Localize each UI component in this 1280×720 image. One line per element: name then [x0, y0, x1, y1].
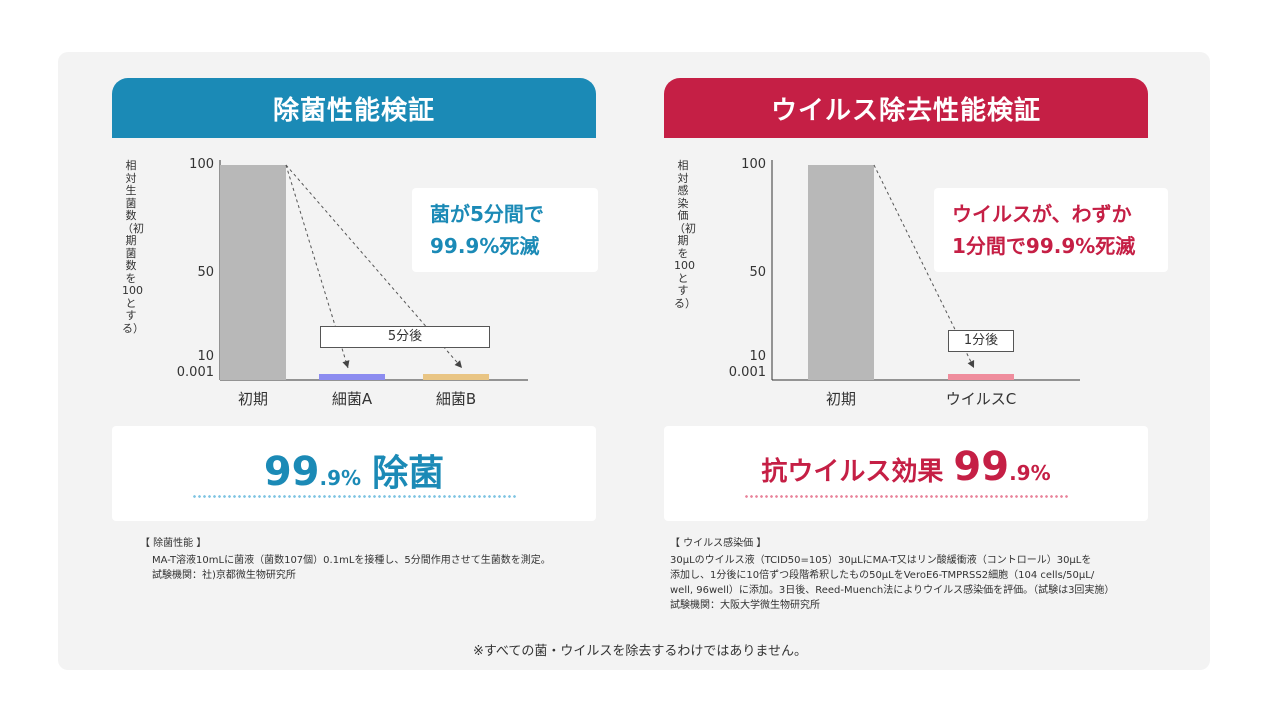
- virus-result: 抗ウイルス効果 99.9%: [664, 426, 1148, 521]
- virus-notes: 【 ウイルス感染価 】 30μLのウイルス液（TCID50=105）30μLにM…: [670, 536, 1140, 613]
- y-tick-label: 10: [749, 349, 766, 364]
- bar: [319, 374, 385, 380]
- chart-ylabel: 相対感染価（初期を100とする）: [674, 159, 696, 310]
- y-tick-label: 100: [189, 157, 214, 172]
- x-tick-label: ウイルスC: [946, 390, 1016, 408]
- x-tick-label: 初期: [826, 390, 856, 408]
- result-text: 除菌: [372, 453, 445, 494]
- sterilization-header: 除菌性能検証: [112, 78, 596, 138]
- x-tick-label: 細菌B: [436, 390, 476, 408]
- x-tick-label: 細菌A: [332, 390, 373, 408]
- disclaimer: ※すべての菌・ウイルスを除去するわけではありません。: [472, 644, 808, 659]
- notes-line: 試験機関：社)京都微生物研究所: [152, 570, 296, 581]
- dotted-underline: [744, 494, 1068, 500]
- virus-chart: 相対感染価（初期を100とする） 100 50 10 0.001 初期 ウイルスC: [664, 157, 1148, 500]
- notes-line: 試験機関：大阪大学微生物研究所: [670, 600, 820, 611]
- virus-chart-svg: 100 50 100.001 初期 ウイルスC: [729, 157, 1080, 408]
- arrow-head: [454, 360, 462, 368]
- virus-callout: ウイルスが、わずか 1分間で99.9%死滅: [934, 188, 1168, 272]
- notes-title: 【 ウイルス感染価 】: [670, 538, 767, 549]
- arrow-head: [967, 360, 975, 368]
- dotted-underline: [192, 494, 516, 500]
- y-tick-label: 50: [197, 265, 214, 280]
- bar: [220, 165, 286, 380]
- bar: [948, 374, 1014, 380]
- notes-line: 添加し、1分後に10倍ずつ段階希釈したもの50μLをVeroE6-TMPRSS2…: [670, 570, 1095, 581]
- result-number: 99: [953, 444, 1010, 490]
- notes-title: 【 除菌性能 】: [140, 538, 207, 549]
- sterilization-chart-svg: 100 50 100.001 初期 細菌A 細菌B: [177, 157, 528, 408]
- virus-card: ウイルス除去性能検証 相対感染価（初期を100とする） 100 50 10 0.001…: [664, 78, 1168, 611]
- result-decimal: .9%: [319, 466, 362, 490]
- bar: [808, 165, 874, 380]
- result-text: 抗ウイルス効果: [761, 457, 944, 487]
- callout-line-2: 1分間で99.9%死滅: [952, 234, 1136, 258]
- callout-line-1: 菌が5分間で: [430, 202, 544, 226]
- y-tick-label: 0.001: [729, 365, 766, 380]
- chart-ylabel: 相対生菌数（初期菌数を100とする）: [122, 159, 144, 335]
- y-tick-label: 10: [197, 349, 214, 364]
- notes-line: 30μLのウイルス液（TCID50=105）30μLにMA-T又はリン酸緩衝液（…: [670, 555, 1092, 566]
- y-tick-label: 0.001: [177, 365, 214, 380]
- sterilization-chart: 相対生菌数（初期菌数を100とする） 100 50 10 0.001 初期 細菌A 細菌B: [112, 157, 596, 500]
- sterilization-notes: 【 除菌性能 】 MA-T溶液10mLに菌液（菌数107個）0.1mLを接種し、…: [140, 536, 570, 583]
- sterilization-callout: 菌が5分間で 99.9%死滅: [412, 188, 598, 272]
- sterilization-result: 99.9% 除菌: [112, 426, 596, 521]
- sterilization-card: 除菌性能検証 相対生菌数（初期菌数を100とする） 100 50 10 0.001 初期…: [112, 78, 598, 581]
- callout-line-1: ウイルスが、わずか: [952, 202, 1132, 226]
- notes-line: well, 96well）に添加。3日後、Reed-Muench法によりウイルス…: [670, 585, 1115, 596]
- result-number: 99: [263, 449, 320, 495]
- time-tag: 1分後: [948, 330, 1014, 352]
- callout-line-2: 99.9%死滅: [430, 234, 540, 258]
- virus-header: ウイルス除去性能検証: [664, 78, 1148, 138]
- x-tick-label: 初期: [238, 390, 268, 408]
- time-tag: 5分後: [320, 326, 490, 348]
- bar: [423, 374, 489, 380]
- notes-line: MA-T溶液10mLに菌液（菌数107個）0.1mLを接種し、5分間作用させて生…: [152, 555, 551, 566]
- y-tick-label: 50: [749, 265, 766, 280]
- arrow-head: [342, 360, 350, 368]
- result-decimal: .9%: [1009, 461, 1051, 485]
- y-tick-label: 100: [741, 157, 766, 172]
